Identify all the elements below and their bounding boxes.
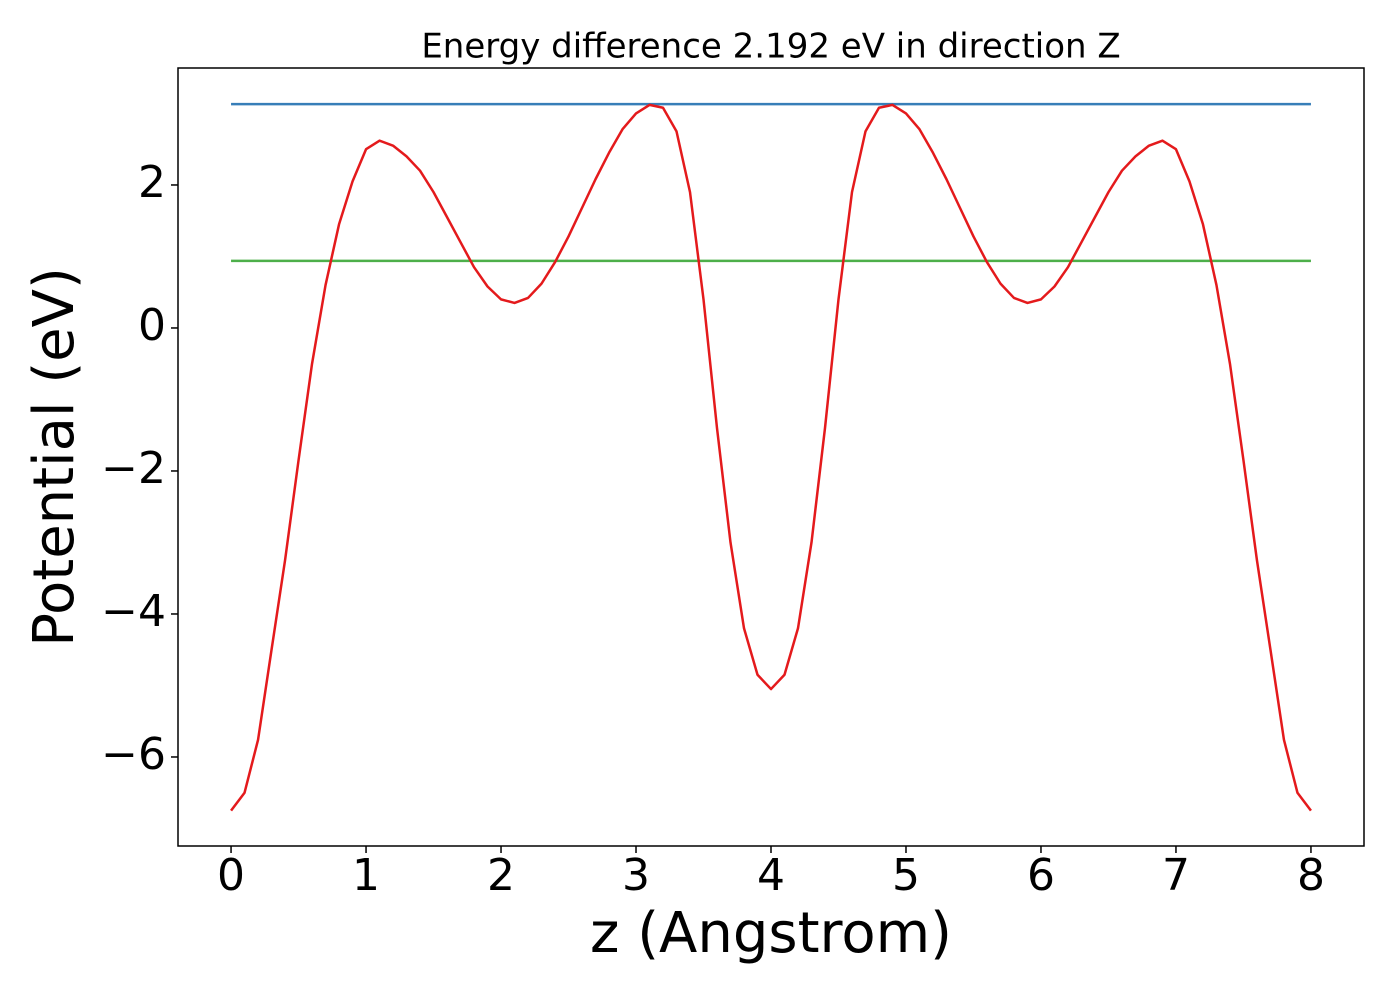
x-tick-label: 3	[622, 850, 650, 901]
x-tick-label: 7	[1162, 850, 1190, 901]
y-axis-label: Potential (eV)	[22, 267, 87, 647]
y-tick-label: −4	[101, 586, 166, 637]
y-tick-label: 2	[138, 157, 166, 208]
x-tick-label: 2	[487, 850, 515, 901]
x-tick-label: 8	[1297, 850, 1325, 901]
y-tick-label: 0	[138, 300, 166, 351]
x-tick-label: 0	[217, 850, 245, 901]
x-tick-label: 1	[352, 850, 380, 901]
chart-title: Energy difference 2.192 eV in direction …	[421, 27, 1120, 67]
x-tick-label: 4	[757, 850, 785, 901]
y-tick-label: −6	[101, 729, 166, 780]
x-tick-label: 5	[892, 850, 920, 901]
series-line	[230, 103, 1312, 812]
plot-frame	[177, 67, 1365, 847]
x-axis-label: z (Angstrom)	[590, 901, 952, 966]
y-tick-label: −2	[101, 443, 166, 494]
x-tick-label: 6	[1027, 850, 1055, 901]
